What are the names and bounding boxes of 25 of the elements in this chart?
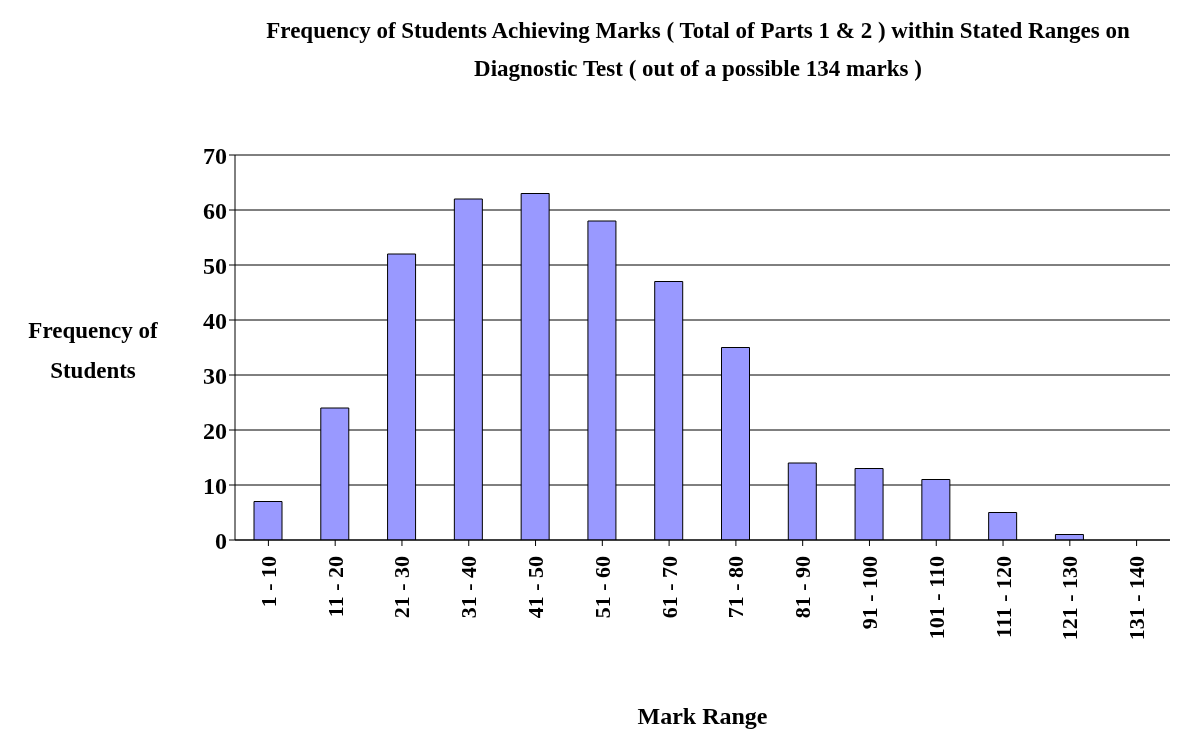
y-tick-label: 10 [203,472,227,499]
y-tick-label: 30 [203,362,227,389]
y-tick-label: 70 [203,142,227,169]
x-tick-label: 91 - 100 [856,556,882,630]
y-tick-label: 60 [203,197,227,224]
x-tick-label: 21 - 30 [389,556,415,619]
x-tick-label: 61 - 70 [656,556,682,619]
x-tick-label: 81 - 90 [790,556,816,619]
x-axis-title: Mark Range [636,703,769,730]
y-axis-title: Frequency of Students [27,317,159,385]
x-tick-label: 51 - 60 [589,556,615,619]
x-tick-label: 11 - 20 [322,556,348,618]
y-tick-label: 50 [203,252,227,279]
y-tick-label: 40 [203,307,227,334]
x-tick-label: 121 - 130 [1057,556,1083,641]
x-tick-label: 71 - 80 [723,556,749,619]
y-tick-label: 20 [203,417,227,444]
x-tick-label: 1 - 10 [255,556,281,608]
chart-title: Frequency of Students Achieving Marks ( Total of Parts 1 & 2 ) within Stated Ranges on Diagnostic Test ( out of a possible 134 marks ) [265,17,1131,83]
x-tick-label: 31 - 40 [456,556,482,619]
x-tick-label: 111 - 120 [990,556,1016,638]
x-tick-label: 41 - 50 [523,556,549,619]
x-tick-label: 101 - 110 [923,556,949,640]
x-tick-label: 131 - 140 [1124,556,1150,641]
y-tick-label: 0 [215,527,227,554]
